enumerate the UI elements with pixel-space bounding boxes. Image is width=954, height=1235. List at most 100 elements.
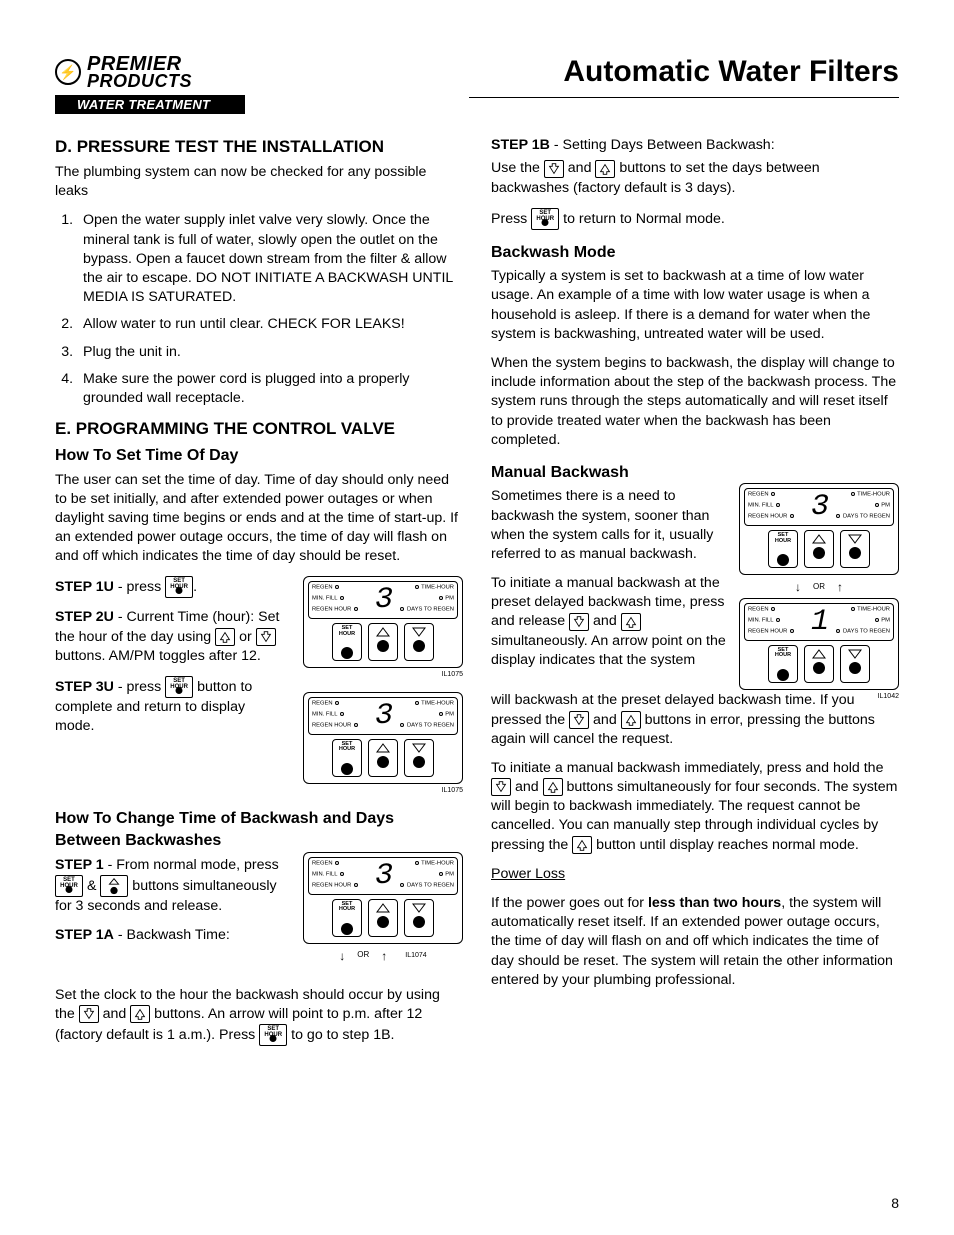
up-button-icon bbox=[543, 778, 563, 796]
power-loss-title: Power Loss bbox=[491, 865, 899, 884]
power-loss-bold: less than two hours bbox=[648, 895, 781, 911]
step-text: to return to Normal mode. bbox=[559, 210, 725, 226]
list-item: Make sure the power cord is plugged into… bbox=[77, 370, 463, 408]
step-1-label: STEP 1 bbox=[55, 857, 104, 873]
control-panel-diagram: REGEN MIN. FILL REGEN HOUR TIME-HOUR PM … bbox=[739, 483, 899, 575]
step-1: STEP 1 - From normal mode, press SETHOUR… bbox=[55, 856, 285, 916]
brand-line2: PRODUCTS bbox=[87, 73, 192, 89]
panel-up-button bbox=[368, 739, 398, 777]
lcd-screen: REGEN MIN. FILL REGEN HOUR TIME-HOUR PM … bbox=[308, 697, 458, 735]
logo-mark-icon: ⚡ bbox=[55, 59, 81, 85]
panel-caption: IL1074 bbox=[405, 951, 426, 960]
down-button-icon bbox=[569, 613, 589, 631]
display-panel-group: REGEN MIN. FILL REGEN HOUR TIME-HOUR PM … bbox=[303, 852, 463, 964]
lcd-digit: 3 bbox=[375, 855, 391, 896]
panel-set-hour-button: SETHOUR bbox=[332, 739, 362, 777]
left-column: D. PRESSURE TEST THE INSTALLATION The pl… bbox=[55, 136, 463, 1056]
panel-down-button bbox=[840, 645, 870, 683]
set-hour-button-icon: SETHOUR bbox=[531, 208, 559, 230]
step-text: buttons. AM/PM toggles after 12. bbox=[55, 648, 261, 664]
or-label: OR bbox=[357, 950, 369, 961]
logo-block: ⚡ PREMIER PRODUCTS WATER TREATMENT bbox=[55, 55, 245, 114]
power-loss-body: If the power goes out for less than two … bbox=[491, 894, 899, 990]
step-1a: STEP 1A - Backwash Time: bbox=[55, 926, 285, 945]
list-item: Plug the unit in. bbox=[77, 343, 463, 362]
step-2u: STEP 2U - Current Time (hour): Set the h… bbox=[55, 608, 285, 666]
panel-down-button bbox=[404, 623, 434, 661]
set-hour-button-icon: SETHOUR bbox=[165, 576, 193, 598]
step-text: - Backwash Time: bbox=[114, 927, 230, 943]
step-1a-label: STEP 1A bbox=[55, 927, 114, 943]
step-text: and bbox=[511, 779, 543, 795]
panel-caption: IL1075 bbox=[303, 786, 463, 795]
down-button-icon bbox=[569, 711, 589, 729]
lcd-screen: REGEN MIN. FILL REGEN HOUR TIME-HOUR PM … bbox=[308, 581, 458, 619]
content-columns: D. PRESSURE TEST THE INSTALLATION The pl… bbox=[55, 136, 899, 1056]
step-text: button until display reaches normal mode… bbox=[592, 837, 859, 853]
list-item: Allow water to run until clear. CHECK FO… bbox=[77, 315, 463, 334]
step-text: - press bbox=[114, 679, 165, 695]
lcd-digit: 1 bbox=[811, 601, 827, 642]
backwash-p2: When the system begins to backwash, the … bbox=[491, 354, 899, 450]
backwash-mode-title: Backwash Mode bbox=[491, 242, 899, 264]
up-arrow-icon: ↑ bbox=[381, 948, 387, 964]
step-1b-label: STEP 1B bbox=[491, 137, 550, 153]
panel-set-hour-button: SETHOUR bbox=[768, 530, 798, 568]
step-text: Use the bbox=[491, 160, 544, 176]
manual-p1: Sometimes there is a need to backwash th… bbox=[491, 487, 736, 564]
step-text: - press bbox=[114, 579, 165, 595]
display-panels-group: REGEN MIN. FILL REGEN HOUR TIME-HOUR PM … bbox=[739, 483, 899, 701]
set-hour-button-icon: SETHOUR bbox=[165, 676, 193, 698]
panel-up-button bbox=[804, 530, 834, 568]
document-title: Automatic Water Filters bbox=[469, 55, 899, 98]
up-arrow-icon: ↑ bbox=[837, 579, 843, 595]
step-text: and bbox=[564, 160, 596, 176]
section-d-title: D. PRESSURE TEST THE INSTALLATION bbox=[55, 136, 463, 159]
down-button-icon bbox=[544, 160, 564, 178]
step-text: or bbox=[235, 629, 256, 645]
panel-set-hour-button: SETHOUR bbox=[332, 899, 362, 937]
panel-down-button bbox=[840, 530, 870, 568]
lcd-digit: 3 bbox=[811, 487, 827, 528]
step-text: and bbox=[589, 613, 621, 629]
manual-p2-start: To initiate a manual backwash at the pre… bbox=[491, 574, 736, 670]
down-button-icon bbox=[491, 778, 511, 796]
lcd-screen: REGEN MIN. FILL REGEN HOUR TIME-HOUR PM … bbox=[744, 603, 894, 641]
how-set-time-title: How To Set Time Of Day bbox=[55, 445, 463, 467]
step-3u-label: STEP 3U bbox=[55, 679, 114, 695]
set-hour-button-icon: SETHOUR bbox=[55, 875, 83, 897]
lcd-screen: REGEN MIN. FILL REGEN HOUR TIME-HOUR PM … bbox=[744, 488, 894, 526]
panel-up-button bbox=[368, 623, 398, 661]
control-panel-diagram: REGEN MIN. FILL REGEN HOUR TIME-HOUR PM … bbox=[303, 576, 463, 668]
panel-up-button bbox=[804, 645, 834, 683]
step-text: and bbox=[99, 1006, 131, 1022]
panel-caption: IL1042 bbox=[739, 692, 899, 701]
display-panels-group: REGEN MIN. FILL REGEN HOUR TIME-HOUR PM … bbox=[303, 576, 463, 795]
page-number: 8 bbox=[891, 1195, 899, 1211]
down-arrow-icon: ↓ bbox=[339, 948, 345, 964]
panel-down-button bbox=[404, 899, 434, 937]
step-text: . bbox=[193, 579, 197, 595]
step-1u: STEP 1U - press SETHOUR. bbox=[55, 576, 285, 598]
how-change-title: How To Change Time of Backwash and Days … bbox=[55, 808, 463, 851]
manual-backwash-title: Manual Backwash bbox=[491, 462, 899, 484]
panel-set-hour-button: SETHOUR bbox=[768, 645, 798, 683]
control-panel-diagram: REGEN MIN. FILL REGEN HOUR TIME-HOUR PM … bbox=[739, 598, 899, 690]
list-item: Open the water supply inlet valve very s… bbox=[77, 211, 463, 307]
page-header: ⚡ PREMIER PRODUCTS WATER TREATMENT Autom… bbox=[55, 55, 899, 114]
manual-p3: To initiate a manual backwash immediatel… bbox=[491, 759, 899, 855]
lcd-screen: REGEN MIN. FILL REGEN HOUR TIME-HOUR PM … bbox=[308, 857, 458, 895]
step-3u: STEP 3U - press SETHOUR button to comple… bbox=[55, 676, 285, 736]
or-label: OR bbox=[813, 582, 825, 593]
or-row: ↓ OR ↑ IL1074 bbox=[303, 948, 463, 964]
down-button-icon bbox=[256, 628, 276, 646]
right-column: STEP 1B - Setting Days Between Backwash:… bbox=[491, 136, 899, 1056]
panel-set-hour-button: SETHOUR bbox=[332, 623, 362, 661]
set-hour-button-icon: SETHOUR bbox=[259, 1024, 287, 1046]
step-text: - Setting Days Between Backwash: bbox=[550, 137, 775, 153]
up-button-icon bbox=[621, 613, 641, 631]
up-button-icon bbox=[100, 875, 128, 897]
section-d-list: Open the water supply inlet valve very s… bbox=[55, 211, 463, 408]
brand-logo: ⚡ PREMIER PRODUCTS bbox=[55, 55, 245, 89]
backwash-p1: Typically a system is set to backwash at… bbox=[491, 267, 899, 344]
